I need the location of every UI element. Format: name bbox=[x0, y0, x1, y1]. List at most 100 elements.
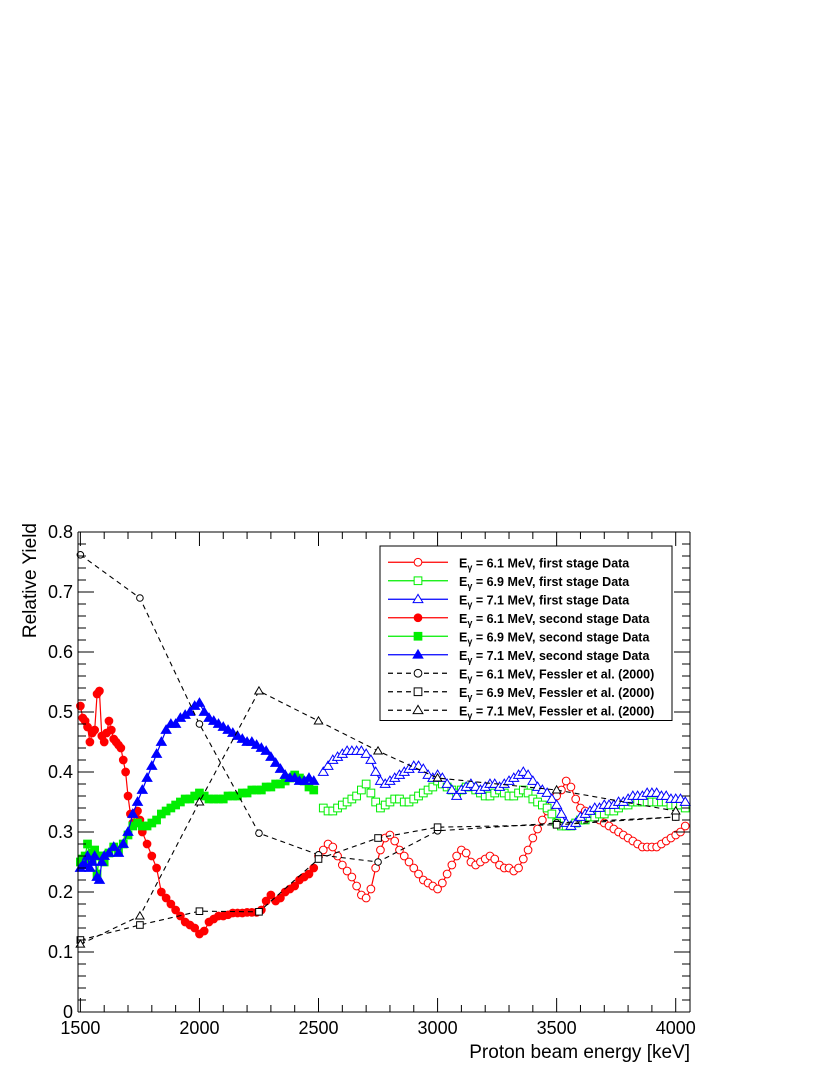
data-point bbox=[171, 905, 180, 915]
data-point bbox=[95, 686, 104, 696]
series-6 bbox=[74, 697, 320, 884]
data-point bbox=[409, 863, 419, 873]
legend-swatch-marker bbox=[413, 613, 423, 623]
data-point bbox=[265, 751, 277, 761]
legend-item: Eγ = 6.1 MeV, first stage Data bbox=[388, 556, 630, 572]
data-point bbox=[84, 862, 96, 872]
data-point bbox=[155, 736, 168, 746]
x-tick-label: 2000 bbox=[179, 1018, 219, 1038]
data-point bbox=[450, 790, 463, 800]
data-point bbox=[361, 779, 371, 789]
y-tick-label: 0.3 bbox=[48, 822, 73, 842]
series-9 bbox=[75, 685, 681, 948]
data-point bbox=[442, 869, 452, 879]
data-point bbox=[146, 760, 158, 770]
data-point bbox=[88, 850, 101, 860]
data-point bbox=[490, 854, 500, 864]
data-point bbox=[116, 743, 126, 753]
data-point bbox=[433, 884, 442, 894]
legend-swatch-marker bbox=[412, 593, 424, 604]
data-point bbox=[198, 706, 210, 716]
data-point bbox=[514, 863, 523, 873]
legend-swatch-marker bbox=[413, 687, 423, 697]
data-point bbox=[342, 866, 352, 876]
data-point bbox=[322, 760, 334, 770]
legend-item: Eγ = 6.9 MeV, first stage Data bbox=[388, 575, 630, 591]
y-tick-label: 0 bbox=[63, 1002, 73, 1022]
data-point bbox=[541, 787, 553, 797]
data-point bbox=[255, 908, 263, 916]
data-point bbox=[193, 697, 206, 707]
data-point bbox=[447, 860, 457, 870]
data-point bbox=[136, 784, 149, 794]
data-point bbox=[81, 850, 94, 860]
data-point bbox=[437, 878, 447, 888]
data-point bbox=[414, 869, 423, 879]
data-point bbox=[547, 809, 557, 819]
data-point bbox=[93, 874, 106, 884]
data-point bbox=[461, 848, 471, 858]
data-point bbox=[374, 858, 382, 866]
data-point bbox=[366, 788, 376, 798]
data-point bbox=[551, 784, 562, 794]
data-point bbox=[104, 716, 114, 726]
x-tick-label: 2500 bbox=[298, 1018, 338, 1038]
data-point bbox=[571, 794, 581, 804]
data-point bbox=[522, 769, 534, 779]
legend-swatch-marker bbox=[413, 557, 423, 567]
legend-item: Eγ = 7.1 MeV, second stage Data bbox=[388, 649, 650, 665]
data-point bbox=[365, 754, 377, 764]
data-point bbox=[122, 826, 134, 836]
legend: Eγ = 6.1 MeV, first stage Data Eγ = 6.9 M… bbox=[379, 545, 673, 721]
data-point bbox=[376, 845, 385, 855]
data-point bbox=[546, 793, 558, 803]
legend-item: Eγ = 7.1 MeV, first stage Data bbox=[388, 593, 630, 609]
data-point bbox=[561, 776, 571, 786]
data-point bbox=[432, 772, 443, 782]
legend-swatch-marker bbox=[413, 631, 423, 641]
series-layer bbox=[74, 551, 692, 948]
data-point bbox=[533, 824, 542, 834]
data-point bbox=[399, 851, 409, 861]
data-point bbox=[528, 833, 538, 843]
data-point bbox=[152, 863, 161, 873]
data-point bbox=[99, 737, 109, 747]
data-point bbox=[523, 845, 533, 855]
legend-label: Eγ = 6.9 MeV, second stage Data bbox=[459, 630, 650, 646]
data-point bbox=[131, 796, 144, 806]
x-tick-label: 4000 bbox=[656, 1018, 696, 1038]
data-point bbox=[90, 725, 100, 735]
data-point bbox=[328, 842, 338, 852]
legend-swatch-marker bbox=[413, 668, 423, 678]
legend-label: Eγ = 6.1 MeV, second stage Data bbox=[459, 612, 650, 628]
data-point bbox=[369, 766, 382, 776]
data-point bbox=[317, 766, 330, 776]
legend-label: Eγ = 6.9 MeV, first stage Data bbox=[459, 575, 630, 591]
data-point bbox=[555, 808, 568, 818]
y-tick-label: 0.5 bbox=[48, 702, 73, 722]
data-point bbox=[417, 763, 430, 773]
data-point bbox=[136, 594, 144, 602]
data-point bbox=[309, 863, 319, 873]
data-point bbox=[395, 845, 404, 855]
data-point bbox=[152, 815, 161, 825]
data-point bbox=[314, 855, 323, 863]
data-point bbox=[103, 847, 115, 857]
data-point bbox=[318, 845, 328, 855]
data-point bbox=[199, 926, 209, 936]
legend-label: Eγ = 7.1 MeV, second stage Data bbox=[459, 649, 650, 665]
data-point bbox=[107, 841, 120, 851]
data-point bbox=[195, 907, 204, 916]
x-tick-label: 3000 bbox=[418, 1018, 458, 1038]
legend-label: Eγ = 6.9 MeV, Fessler et al. (2000) bbox=[459, 686, 654, 702]
data-point bbox=[671, 813, 680, 821]
data-point bbox=[518, 854, 528, 864]
data-point bbox=[357, 785, 366, 795]
data-point bbox=[670, 805, 681, 815]
legend-item: Eγ = 6.9 MeV, Fessler et al. (2000) bbox=[388, 686, 654, 702]
data-point bbox=[542, 803, 552, 813]
data-point bbox=[527, 775, 539, 785]
legend-item: Eγ = 6.1 MeV, second stage Data bbox=[388, 612, 650, 628]
data-point bbox=[169, 718, 182, 728]
